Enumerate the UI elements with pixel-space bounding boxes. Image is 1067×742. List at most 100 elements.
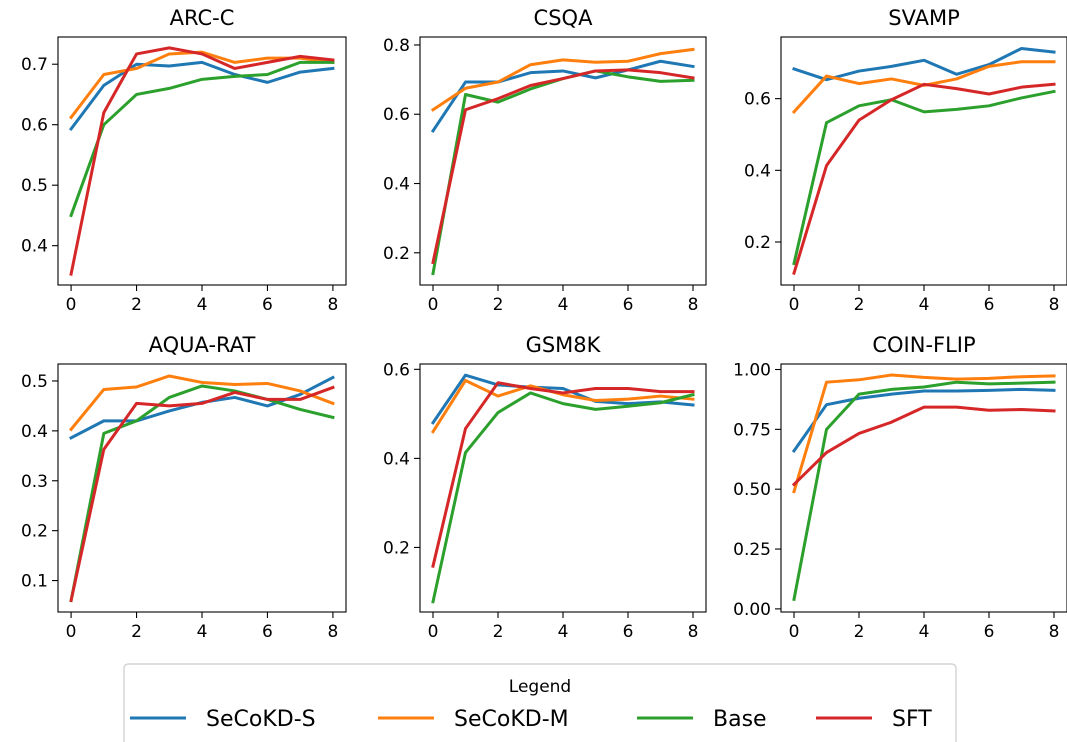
series-line-base <box>792 89 1056 266</box>
x-tick-label: 4 <box>919 295 930 315</box>
legend-label: SFT <box>892 707 932 732</box>
x-tick-label: 0 <box>789 622 800 642</box>
y-tick-label: 0.8 <box>383 36 410 56</box>
chart-gsm8k: GSM8K 0 2 4 6 8 0.2 0.4 0.6 <box>383 333 707 642</box>
series-line-sft <box>69 46 335 276</box>
y-tick-label: 0.4 <box>383 449 410 469</box>
x-tick-label: 0 <box>428 295 439 315</box>
series-lines <box>68 374 335 603</box>
x-tick-label: 0 <box>66 295 77 315</box>
x-tick-label: 0 <box>789 295 800 315</box>
legend: Legend SeCoKD-S SeCoKD-M Base SFT <box>123 663 957 742</box>
y-tick-label: 0.4 <box>21 237 48 257</box>
series-lines <box>791 373 1056 602</box>
x-tick-label: 8 <box>1049 295 1060 315</box>
x-tick-label: 0 <box>428 622 439 642</box>
series-line-base <box>431 69 695 276</box>
series-line-base <box>69 384 335 603</box>
chart-svamp: SVAMP 0 2 4 6 8 0.2 0.4 0.6 <box>744 6 1067 315</box>
series-line-sft <box>69 385 335 603</box>
chart-csqa: CSQA 0 2 4 6 8 0.2 0.4 0.6 0.8 <box>383 6 707 315</box>
chart-title: CSQA <box>534 6 594 30</box>
legend-item-secokd-m: SeCoKD-M <box>378 707 569 732</box>
legend-item-secokd-s: SeCoKD-S <box>130 707 316 732</box>
x-tick-label: 6 <box>262 295 273 315</box>
series-line-secokd-m <box>430 47 695 112</box>
x-tick-label: 6 <box>984 295 995 315</box>
x-tick-label: 8 <box>1049 622 1060 642</box>
series-lines <box>68 46 335 276</box>
y-tick-label: 0.2 <box>744 233 771 253</box>
legend-frame <box>123 663 957 742</box>
y-tick-label: 0.1 <box>21 572 48 592</box>
y-tick-label: 0.4 <box>21 422 48 442</box>
series-line-secokd-s <box>430 59 695 133</box>
y-tick-label: 0.3 <box>21 472 48 492</box>
y-tick-label: 0.6 <box>383 360 410 380</box>
y-tick-label: 0.5 <box>21 372 48 392</box>
plot-frame <box>57 36 347 286</box>
x-tick-label: 2 <box>854 622 865 642</box>
x-tick-label: 8 <box>327 295 338 315</box>
series-line-secokd-s <box>792 46 1056 82</box>
series-line-secokd-m <box>791 60 1056 115</box>
x-tick-label: 2 <box>131 622 142 642</box>
series-line-base <box>69 60 335 218</box>
y-tick-label: 0.5 <box>21 176 48 196</box>
legend-title: Legend <box>509 677 571 697</box>
legend-entries: SeCoKD-S SeCoKD-M Base SFT <box>130 707 932 732</box>
x-tick-label: 4 <box>558 622 569 642</box>
chart-title: ARC-C <box>170 6 235 30</box>
series-line-secokd-m <box>792 373 1056 494</box>
chart-title: GSM8K <box>526 333 602 357</box>
y-tick-label: 1.00 <box>733 361 771 381</box>
series-line-secokd-m <box>68 374 335 432</box>
y-tick-label: 0.6 <box>383 105 410 125</box>
y-tick-label: 0.7 <box>21 55 48 75</box>
x-tick-label: 6 <box>623 295 634 315</box>
x-tick-label: 8 <box>688 622 699 642</box>
x-tick-label: 4 <box>197 622 208 642</box>
y-tick-label: 0.25 <box>733 540 771 560</box>
series-line-secokd-s <box>791 387 1056 453</box>
chart-coin-flip: COIN-FLIP 0 2 4 6 8 0.00 0.25 0.50 0.75 1.00 <box>733 333 1067 642</box>
series-line-base <box>431 391 695 604</box>
series-line-secokd-m <box>430 378 695 434</box>
x-tick-label: 2 <box>131 295 142 315</box>
y-tick-label: 0.6 <box>21 116 48 136</box>
y-tick-label: 0.4 <box>744 161 771 181</box>
y-tick-label: 0.4 <box>383 175 410 195</box>
legend-item-sft: SFT <box>816 707 932 732</box>
series-line-sft <box>792 82 1056 276</box>
x-tick-label: 6 <box>623 622 634 642</box>
y-tick-label: 0.2 <box>383 244 410 264</box>
series-lines <box>430 373 695 604</box>
x-tick-label: 6 <box>984 622 995 642</box>
series-lines <box>791 46 1056 276</box>
x-tick-label: 0 <box>66 622 77 642</box>
series-line-sft <box>431 68 695 265</box>
x-tick-label: 6 <box>262 622 273 642</box>
series-line-base <box>792 380 1056 602</box>
series-line-sft <box>791 405 1056 487</box>
chart-title: SVAMP <box>888 6 960 30</box>
series-lines <box>430 47 695 276</box>
chart-panels: ARC-C 0 2 4 6 8 0.4 0.5 0.6 0.7 CSQA 0 2 4 6 8 0.2 0.4 0.6… <box>21 6 1067 642</box>
x-tick-label: 2 <box>493 295 504 315</box>
series-line-secokd-s <box>68 60 335 132</box>
x-tick-label: 4 <box>197 295 208 315</box>
legend-label: SeCoKD-M <box>454 707 569 732</box>
x-tick-label: 2 <box>854 295 865 315</box>
chart-aqua-rat: AQUA-RAT 0 2 4 6 8 0.1 0.2 0.3 0.4 0.5 <box>21 333 347 642</box>
x-tick-label: 8 <box>327 622 338 642</box>
chart-title: COIN-FLIP <box>872 333 975 357</box>
legend-label: SeCoKD-S <box>206 707 316 732</box>
y-tick-label: 0.2 <box>21 522 48 542</box>
x-tick-label: 4 <box>919 622 930 642</box>
chart-title: AQUA-RAT <box>149 333 256 357</box>
x-tick-label: 2 <box>493 622 504 642</box>
series-line-sft <box>431 381 695 568</box>
y-tick-label: 0.00 <box>733 600 771 620</box>
chart-arc-c: ARC-C 0 2 4 6 8 0.4 0.5 0.6 0.7 <box>21 6 347 315</box>
plot-frame <box>780 36 1067 286</box>
